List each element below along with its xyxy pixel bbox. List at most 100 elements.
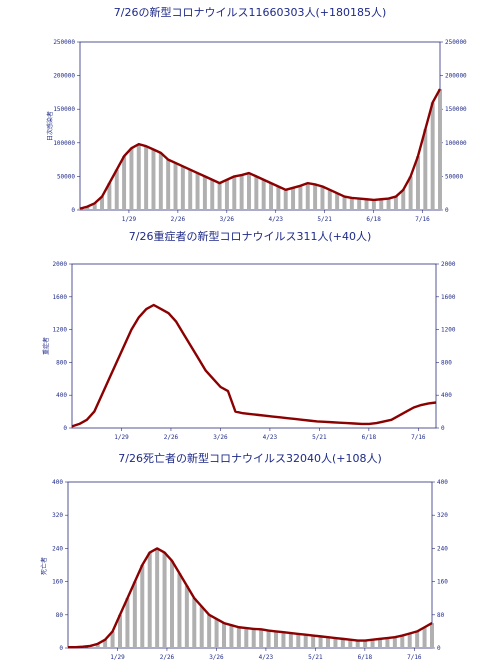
y-tick-label-left: 320 — [52, 512, 63, 519]
bar — [192, 598, 197, 648]
bar — [311, 635, 316, 648]
bar — [340, 638, 345, 648]
y-tick-label-right: 800 — [441, 359, 452, 366]
bar — [229, 625, 234, 648]
bar — [177, 573, 182, 648]
panel-3: 7/26死亡者の新型コロナウイルス32040人(+108人) 0 0 80 80 160… — [0, 446, 500, 667]
bar — [78, 208, 82, 210]
x-tick-label: 4/23 — [269, 216, 284, 223]
bar — [155, 548, 160, 648]
plot-frame — [67, 481, 433, 649]
bar — [269, 183, 274, 210]
y-axis-label: 日次感染者 — [46, 111, 54, 141]
y-tick-label-left: 0 — [59, 645, 63, 652]
bar — [320, 186, 325, 210]
y-tick-label-right: 400 — [441, 392, 452, 399]
x-tick-label: 7/16 — [411, 434, 426, 441]
bar — [117, 614, 123, 648]
bar — [244, 628, 249, 648]
bar — [169, 560, 175, 648]
bar — [129, 148, 134, 210]
series-line — [71, 303, 437, 428]
bar — [166, 159, 171, 210]
y-tick-label-left: 1200 — [53, 327, 68, 334]
panel-1: 7/26の新型コロナウイルス11660303人(+180185人) 0 0 5000… — [0, 0, 500, 224]
bar — [103, 639, 108, 648]
y-tick-label-right: 150000 — [445, 106, 467, 113]
bar — [385, 638, 390, 648]
bar — [415, 156, 420, 210]
y-axis-label: 重症者 — [42, 337, 50, 355]
bar — [136, 144, 141, 210]
bar — [188, 169, 193, 210]
bar — [95, 643, 100, 648]
chart-1-title: 7/26の新型コロナウイルス11660303人(+180185人) — [113, 6, 387, 19]
panel-2: 7/26重症者の新型コロナウイルス311人(+40人) 0 0 400 400 800 8… — [0, 224, 500, 446]
bar — [392, 637, 397, 648]
bar — [132, 581, 137, 648]
y-tick-label-left: 400 — [52, 479, 63, 486]
bar — [92, 203, 97, 210]
bar — [199, 606, 204, 648]
bar — [348, 639, 353, 648]
y-tick-label-left: 50000 — [57, 173, 75, 180]
bar — [349, 197, 354, 210]
y-tick-label-right: 250000 — [445, 39, 467, 46]
bar — [224, 179, 229, 210]
y-tick-label-right: 1200 — [441, 327, 456, 334]
x-tick-label: 4/23 — [259, 654, 274, 661]
bar — [162, 552, 167, 648]
y-tick-label-right: 240 — [437, 545, 448, 552]
chart-3-svg: 0 0 80 80 160 160 240 240 320 320 400 400 1/29 2/26 3/… — [40, 479, 448, 661]
x-tick-label: 5/21 — [317, 216, 332, 223]
bar — [364, 199, 369, 210]
x-tick-label: 7/16 — [407, 654, 422, 661]
chart-2-title: 7/26重症者の新型コロナウイルス311人(+40人) — [128, 230, 372, 243]
x-tick-label: 5/21 — [312, 434, 327, 441]
bar — [305, 183, 310, 210]
bar — [100, 196, 105, 210]
y-tick-label-right: 50000 — [445, 173, 463, 180]
bar — [273, 631, 279, 648]
x-tick-label: 1/29 — [110, 654, 125, 661]
bar — [430, 102, 435, 210]
x-tick-label: 2/26 — [164, 434, 179, 441]
bar — [370, 639, 375, 648]
x-tick-label: 3/26 — [213, 434, 228, 441]
bar — [254, 176, 259, 210]
bar — [122, 156, 127, 210]
bar — [423, 129, 428, 210]
bar — [202, 176, 207, 210]
y-tick-label-left: 150000 — [53, 106, 75, 113]
y-tick-label-left: 2000 — [53, 261, 68, 268]
bar — [393, 196, 398, 210]
bar — [246, 173, 251, 210]
bar — [318, 636, 323, 648]
y-tick-label-right: 320 — [437, 512, 448, 519]
bar — [379, 199, 384, 210]
bar — [261, 179, 266, 210]
bar — [158, 152, 163, 210]
y-tick-label-left: 200000 — [53, 73, 75, 80]
bar — [259, 629, 264, 648]
bar — [221, 623, 227, 648]
bar — [110, 631, 115, 648]
bar — [180, 166, 185, 210]
bar — [298, 185, 303, 210]
y-tick-label-right: 200000 — [445, 73, 467, 80]
bar — [291, 187, 296, 210]
x-tick-label: 6/18 — [362, 434, 377, 441]
y-tick-label-right: 160 — [437, 579, 448, 586]
series-line — [68, 547, 433, 649]
bar — [401, 189, 406, 210]
bar — [363, 640, 368, 648]
bar — [288, 633, 293, 648]
bar — [173, 162, 178, 210]
bar — [114, 169, 119, 210]
y-tick-label-left: 80 — [56, 612, 64, 619]
bar — [276, 186, 281, 210]
x-tick-label: 6/18 — [358, 654, 373, 661]
y-tick-label-right: 80 — [437, 612, 445, 619]
bar — [239, 175, 244, 210]
bar — [207, 614, 212, 648]
